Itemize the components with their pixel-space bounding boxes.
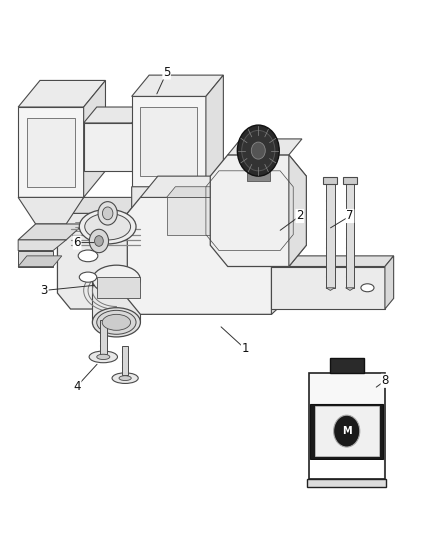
Polygon shape bbox=[84, 80, 106, 197]
Polygon shape bbox=[330, 358, 364, 373]
Ellipse shape bbox=[85, 213, 131, 240]
Polygon shape bbox=[272, 176, 289, 314]
Polygon shape bbox=[127, 197, 285, 314]
Circle shape bbox=[95, 236, 103, 246]
Polygon shape bbox=[84, 123, 132, 171]
Polygon shape bbox=[84, 107, 145, 123]
Polygon shape bbox=[346, 288, 354, 290]
Circle shape bbox=[242, 131, 275, 171]
Text: 2: 2 bbox=[296, 209, 304, 222]
Polygon shape bbox=[18, 80, 106, 107]
Polygon shape bbox=[132, 96, 206, 187]
Polygon shape bbox=[308, 373, 385, 479]
Ellipse shape bbox=[102, 314, 131, 330]
Polygon shape bbox=[326, 184, 335, 288]
Polygon shape bbox=[18, 256, 62, 266]
Polygon shape bbox=[57, 213, 141, 309]
Ellipse shape bbox=[79, 272, 97, 282]
Polygon shape bbox=[314, 407, 379, 456]
Polygon shape bbox=[272, 266, 385, 309]
Text: 1: 1 bbox=[241, 342, 249, 356]
Polygon shape bbox=[123, 224, 166, 240]
Text: M: M bbox=[342, 426, 352, 436]
Polygon shape bbox=[166, 197, 219, 235]
Circle shape bbox=[237, 125, 279, 176]
Text: 6: 6 bbox=[73, 236, 81, 249]
Polygon shape bbox=[385, 256, 394, 309]
Polygon shape bbox=[141, 176, 289, 197]
Polygon shape bbox=[18, 240, 66, 251]
Ellipse shape bbox=[361, 284, 374, 292]
Ellipse shape bbox=[89, 351, 117, 363]
Ellipse shape bbox=[119, 376, 131, 381]
Polygon shape bbox=[141, 107, 197, 176]
Ellipse shape bbox=[78, 250, 98, 262]
Ellipse shape bbox=[92, 265, 141, 294]
Text: 7: 7 bbox=[346, 209, 354, 222]
Ellipse shape bbox=[92, 308, 141, 337]
Polygon shape bbox=[132, 240, 184, 251]
Polygon shape bbox=[323, 177, 337, 184]
Polygon shape bbox=[228, 139, 302, 155]
Circle shape bbox=[89, 229, 109, 253]
Polygon shape bbox=[71, 197, 141, 213]
Polygon shape bbox=[289, 155, 306, 266]
Polygon shape bbox=[307, 479, 386, 487]
Polygon shape bbox=[310, 403, 383, 458]
Circle shape bbox=[334, 415, 360, 447]
Polygon shape bbox=[100, 320, 107, 354]
Ellipse shape bbox=[97, 354, 110, 360]
Polygon shape bbox=[18, 107, 84, 197]
Polygon shape bbox=[247, 151, 270, 181]
Polygon shape bbox=[343, 177, 357, 184]
Text: 5: 5 bbox=[163, 66, 170, 79]
Ellipse shape bbox=[112, 373, 138, 383]
Polygon shape bbox=[92, 280, 141, 322]
Polygon shape bbox=[18, 197, 84, 224]
Polygon shape bbox=[210, 155, 306, 266]
Circle shape bbox=[102, 207, 113, 220]
Polygon shape bbox=[18, 224, 84, 240]
Ellipse shape bbox=[97, 310, 136, 334]
Text: 8: 8 bbox=[381, 374, 389, 387]
Polygon shape bbox=[272, 256, 394, 266]
Polygon shape bbox=[27, 118, 75, 187]
Polygon shape bbox=[18, 251, 53, 266]
Text: 3: 3 bbox=[41, 284, 48, 297]
Polygon shape bbox=[346, 184, 354, 288]
Circle shape bbox=[251, 142, 265, 159]
Polygon shape bbox=[132, 75, 223, 96]
Text: 4: 4 bbox=[73, 379, 81, 393]
Polygon shape bbox=[97, 277, 141, 298]
Polygon shape bbox=[166, 187, 228, 197]
Polygon shape bbox=[132, 187, 206, 224]
Polygon shape bbox=[326, 288, 335, 290]
Polygon shape bbox=[206, 75, 223, 187]
Polygon shape bbox=[132, 251, 166, 266]
Circle shape bbox=[98, 201, 117, 225]
Polygon shape bbox=[132, 256, 175, 266]
Polygon shape bbox=[122, 346, 128, 375]
Polygon shape bbox=[310, 459, 383, 478]
Ellipse shape bbox=[79, 209, 136, 244]
